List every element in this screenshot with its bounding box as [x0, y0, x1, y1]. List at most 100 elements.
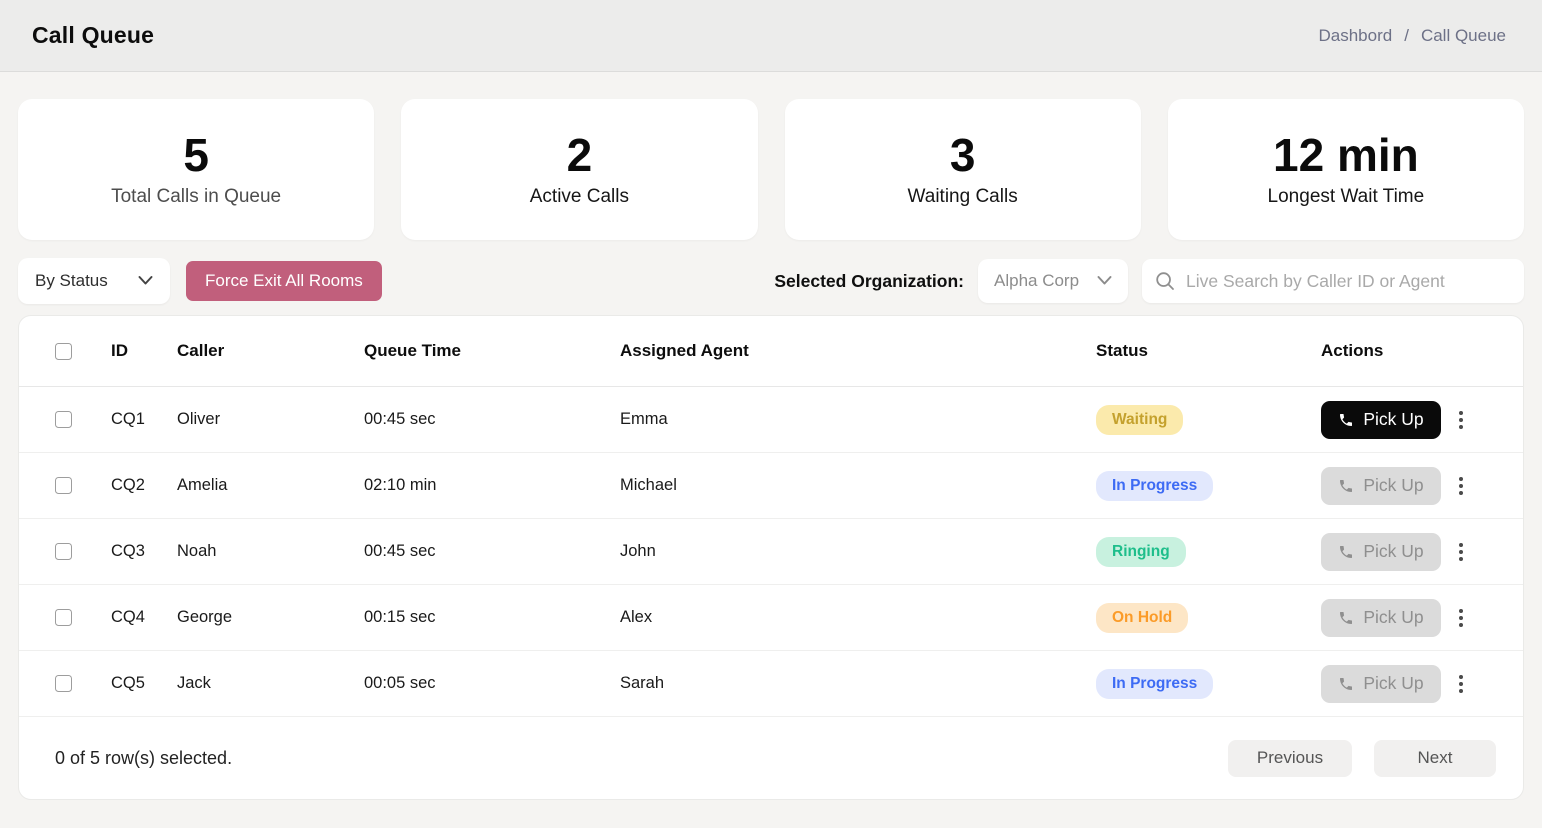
- row-queue-time: 00:05 sec: [364, 674, 436, 692]
- column-header-status: Status: [1096, 341, 1148, 360]
- chevron-down-icon: [137, 271, 154, 291]
- status-badge: Waiting: [1096, 404, 1184, 435]
- status-filter-select[interactable]: By Status: [18, 258, 170, 304]
- toolbar: By Status Force Exit All Rooms Selected …: [18, 258, 1524, 304]
- stat-card-longest-wait: 12 min Longest Wait Time: [1167, 99, 1524, 240]
- organization-value: Alpha Corp: [994, 271, 1080, 290]
- selection-status-text: 0 of 5 row(s) selected.: [55, 747, 233, 768]
- search-container: [1142, 259, 1524, 303]
- pickup-button-label: Pick Up: [1363, 409, 1424, 429]
- pickup-button[interactable]: Pick Up: [1321, 598, 1441, 637]
- select-all-checkbox[interactable]: [55, 342, 72, 360]
- pickup-button[interactable]: Pick Up: [1321, 466, 1441, 505]
- column-header-assigned-agent: Assigned Agent: [620, 341, 749, 360]
- table-row: CQ5 Jack 00:05 sec Sarah In Progress Pic…: [19, 651, 1523, 717]
- row-menu-kebab-icon[interactable]: [1454, 603, 1468, 633]
- row-queue-time: 02:10 min: [364, 476, 437, 494]
- row-assigned-agent: John: [620, 542, 656, 560]
- stat-value: 12 min: [1273, 129, 1419, 182]
- row-assigned-agent: Alex: [620, 608, 653, 626]
- stat-label: Waiting Calls: [907, 185, 1018, 207]
- breadcrumb-current: Call Queue: [1420, 25, 1506, 45]
- table-header-row: ID Caller Queue Time Assigned Agent Stat…: [19, 316, 1523, 387]
- pickup-button[interactable]: Pick Up: [1321, 400, 1441, 439]
- phone-icon: [1338, 412, 1354, 428]
- chevron-down-icon: [1096, 271, 1113, 291]
- table-row: CQ4 George 00:15 sec Alex On Hold Pick U…: [19, 585, 1523, 651]
- column-header-actions: Actions: [1321, 341, 1384, 360]
- stat-card-active-calls: 2 Active Calls: [401, 99, 758, 240]
- table-row: CQ3 Noah 00:45 sec John Ringing Pick Up: [19, 519, 1523, 585]
- column-header-queue-time: Queue Time: [364, 341, 461, 360]
- force-exit-all-rooms-button[interactable]: Force Exit All Rooms: [186, 261, 382, 301]
- pagination: Previous Next: [1228, 739, 1496, 777]
- status-filter-value: By Status: [35, 271, 108, 290]
- pickup-button-label: Pick Up: [1363, 673, 1424, 693]
- row-checkbox[interactable]: [55, 477, 72, 494]
- stat-value: 5: [183, 129, 209, 182]
- row-queue-time: 00:15 sec: [364, 608, 436, 626]
- column-header-id: ID: [111, 341, 128, 360]
- stat-label: Longest Wait Time: [1267, 185, 1425, 207]
- breadcrumb-separator: /: [1404, 25, 1409, 45]
- phone-icon: [1338, 478, 1354, 494]
- page-title: Call Queue: [32, 22, 155, 48]
- row-checkbox[interactable]: [55, 411, 72, 428]
- row-id: CQ5: [111, 674, 145, 692]
- row-caller: Oliver: [177, 410, 221, 428]
- stat-card-waiting-calls: 3 Waiting Calls: [784, 99, 1141, 240]
- row-queue-time: 00:45 sec: [364, 542, 436, 560]
- phone-icon: [1338, 544, 1354, 560]
- row-caller: Amelia: [177, 476, 228, 494]
- status-badge: In Progress: [1096, 470, 1214, 501]
- row-caller: Jack: [177, 674, 211, 692]
- row-checkbox[interactable]: [55, 609, 72, 626]
- row-queue-time: 00:45 sec: [364, 410, 436, 428]
- row-id: CQ2: [111, 476, 145, 494]
- row-menu-kebab-icon[interactable]: [1454, 537, 1468, 567]
- status-badge: Ringing: [1096, 536, 1186, 567]
- app-header: Call Queue Dashbord / Call Queue: [0, 0, 1542, 72]
- row-id: CQ1: [111, 410, 145, 428]
- stat-value: 2: [566, 129, 593, 182]
- row-caller: Noah: [177, 542, 217, 560]
- breadcrumb-parent[interactable]: Dashbord: [1318, 25, 1393, 45]
- status-badge: In Progress: [1096, 668, 1214, 699]
- row-id: CQ4: [111, 608, 145, 626]
- row-id: CQ3: [111, 542, 145, 560]
- phone-icon: [1338, 610, 1354, 626]
- pickup-button[interactable]: Pick Up: [1321, 532, 1441, 571]
- table-row: CQ2 Amelia 02:10 min Michael In Progress…: [19, 453, 1523, 519]
- organization-select[interactable]: Alpha Corp: [978, 259, 1128, 303]
- row-checkbox[interactable]: [55, 543, 72, 560]
- stat-value: 3: [949, 129, 976, 182]
- pickup-button[interactable]: Pick Up: [1321, 664, 1441, 703]
- row-assigned-agent: Emma: [620, 410, 668, 428]
- previous-button[interactable]: Previous: [1228, 739, 1352, 777]
- row-menu-kebab-icon[interactable]: [1454, 405, 1468, 435]
- status-badge: On Hold: [1096, 602, 1189, 633]
- table-row: CQ1 Oliver 00:45 sec Emma Waiting Pick U…: [19, 387, 1523, 453]
- stat-label: Active Calls: [529, 185, 629, 207]
- selected-organization-label: Selected Organization:: [774, 270, 964, 291]
- row-assigned-agent: Michael: [620, 476, 677, 494]
- pickup-button-label: Pick Up: [1363, 541, 1424, 561]
- breadcrumb: Dashbord / Call Queue: [1318, 26, 1506, 46]
- column-header-caller: Caller: [177, 341, 225, 360]
- row-checkbox[interactable]: [55, 675, 72, 692]
- row-assigned-agent: Sarah: [620, 674, 665, 692]
- toolbar-right: Selected Organization: Alpha Corp: [774, 259, 1524, 303]
- phone-icon: [1338, 676, 1354, 692]
- pickup-button-label: Pick Up: [1363, 475, 1424, 495]
- live-search-input[interactable]: [1142, 259, 1524, 303]
- call-queue-table: ID Caller Queue Time Assigned Agent Stat…: [18, 315, 1524, 800]
- stat-label: Total Calls in Queue: [111, 185, 282, 207]
- stat-card-total-calls: 5 Total Calls in Queue: [18, 99, 375, 240]
- next-button[interactable]: Next: [1374, 739, 1496, 777]
- pickup-button-label: Pick Up: [1363, 607, 1424, 627]
- stat-cards: 5 Total Calls in Queue 2 Active Calls 3 …: [18, 99, 1524, 240]
- table-footer: 0 of 5 row(s) selected. Previous Next: [19, 717, 1523, 799]
- table-body: CQ1 Oliver 00:45 sec Emma Waiting Pick U…: [19, 387, 1523, 717]
- row-menu-kebab-icon[interactable]: [1454, 471, 1468, 501]
- row-menu-kebab-icon[interactable]: [1454, 669, 1468, 699]
